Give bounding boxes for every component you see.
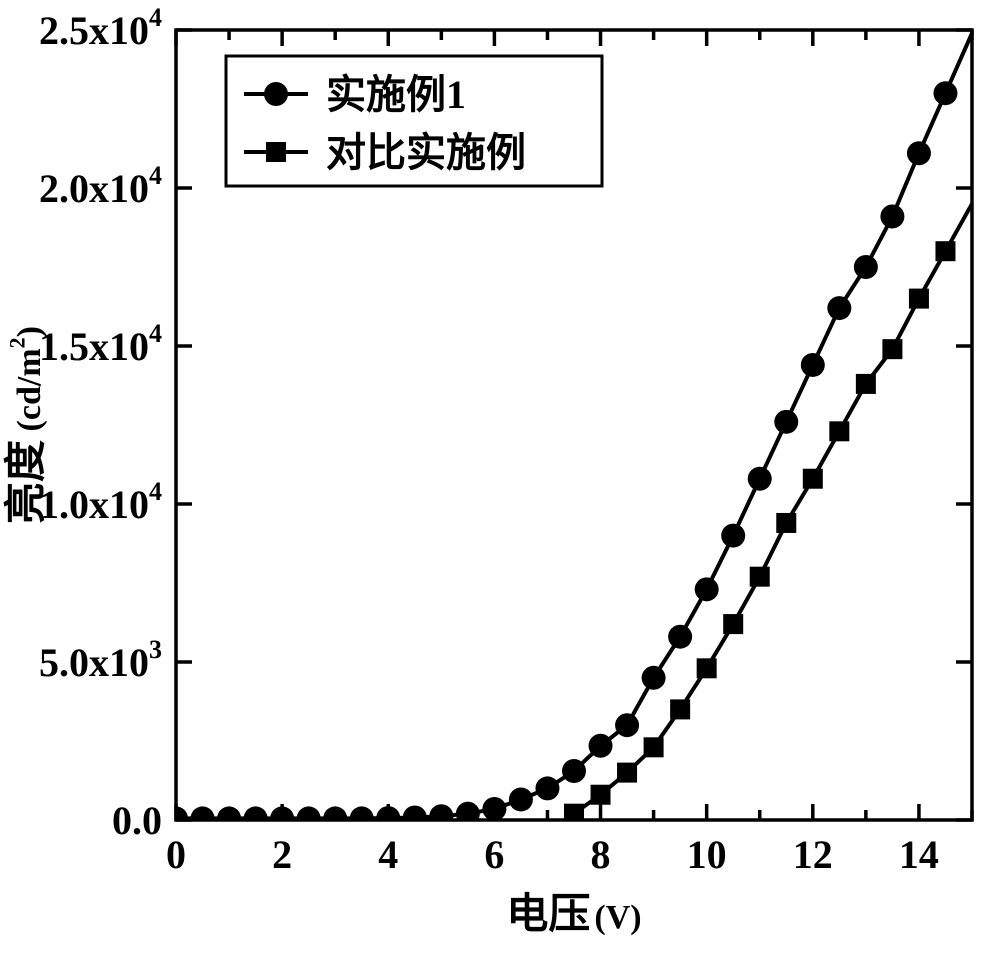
svg-text:4: 4 (378, 832, 398, 877)
series-marker-circle (880, 204, 904, 228)
series-marker-circle (774, 410, 798, 434)
series-marker-circle (562, 759, 586, 783)
svg-text:0: 0 (166, 832, 186, 877)
series-marker-square (644, 737, 664, 757)
svg-text:0.0: 0.0 (112, 798, 162, 843)
series-marker-square (829, 421, 849, 441)
series-marker-circle (695, 577, 719, 601)
svg-text:电压(V): 电压(V) (506, 891, 641, 938)
figure: 0 2 4 6 8 10 12 14 0.0 5.0x103 1.0x104 1.5x104 2.0x1… (0, 0, 1000, 962)
series-marker-square (697, 658, 717, 678)
series-marker-square (723, 614, 743, 634)
svg-text:6: 6 (484, 832, 504, 877)
series-marker-circle (589, 734, 613, 758)
legend-label: 对比实施例 (326, 130, 526, 175)
series-marker-circle (642, 666, 666, 690)
svg-text:10: 10 (687, 832, 727, 877)
svg-text:8: 8 (591, 832, 611, 877)
series-marker-square (670, 699, 690, 719)
series-marker-square (909, 289, 929, 309)
series-marker-circle (482, 797, 506, 821)
series-marker-circle (668, 625, 692, 649)
legend-marker-square (266, 142, 286, 162)
series-marker-circle (827, 296, 851, 320)
series-marker-circle (721, 524, 745, 548)
series-marker-circle (933, 81, 957, 105)
series-marker-circle (615, 713, 639, 737)
svg-text:2.5x104: 2.5x104 (39, 3, 162, 53)
series-marker-circle (907, 141, 931, 165)
svg-text:亮度 (cd/m2): 亮度 (cd/m2) (3, 326, 50, 524)
legend-label: 实施例1 (326, 72, 466, 117)
series-marker-square (882, 339, 902, 359)
svg-text:14: 14 (899, 832, 939, 877)
series-marker-circle (801, 353, 825, 377)
svg-text:2.0x104: 2.0x104 (39, 161, 162, 211)
chart-svg: 0 2 4 6 8 10 12 14 0.0 5.0x103 1.0x104 1.5x104 2.0x1… (0, 0, 1000, 962)
series-marker-square (856, 374, 876, 394)
svg-text:12: 12 (793, 832, 833, 877)
svg-text:1.0x104: 1.0x104 (39, 477, 162, 527)
series-marker-circle (748, 467, 772, 491)
legend-marker-circle (264, 82, 288, 106)
svg-text:2: 2 (272, 832, 292, 877)
svg-text:5.0x103: 5.0x103 (39, 635, 162, 685)
series-marker-square (591, 785, 611, 805)
series-marker-circle (535, 776, 559, 800)
series-marker-square (803, 469, 823, 489)
series-marker-square (776, 513, 796, 533)
svg-text:1.5x104: 1.5x104 (39, 319, 162, 369)
series-marker-circle (854, 255, 878, 279)
series-marker-square (935, 241, 955, 261)
series-marker-square (617, 763, 637, 783)
series-marker-circle (509, 787, 533, 811)
series-marker-square (750, 567, 770, 587)
